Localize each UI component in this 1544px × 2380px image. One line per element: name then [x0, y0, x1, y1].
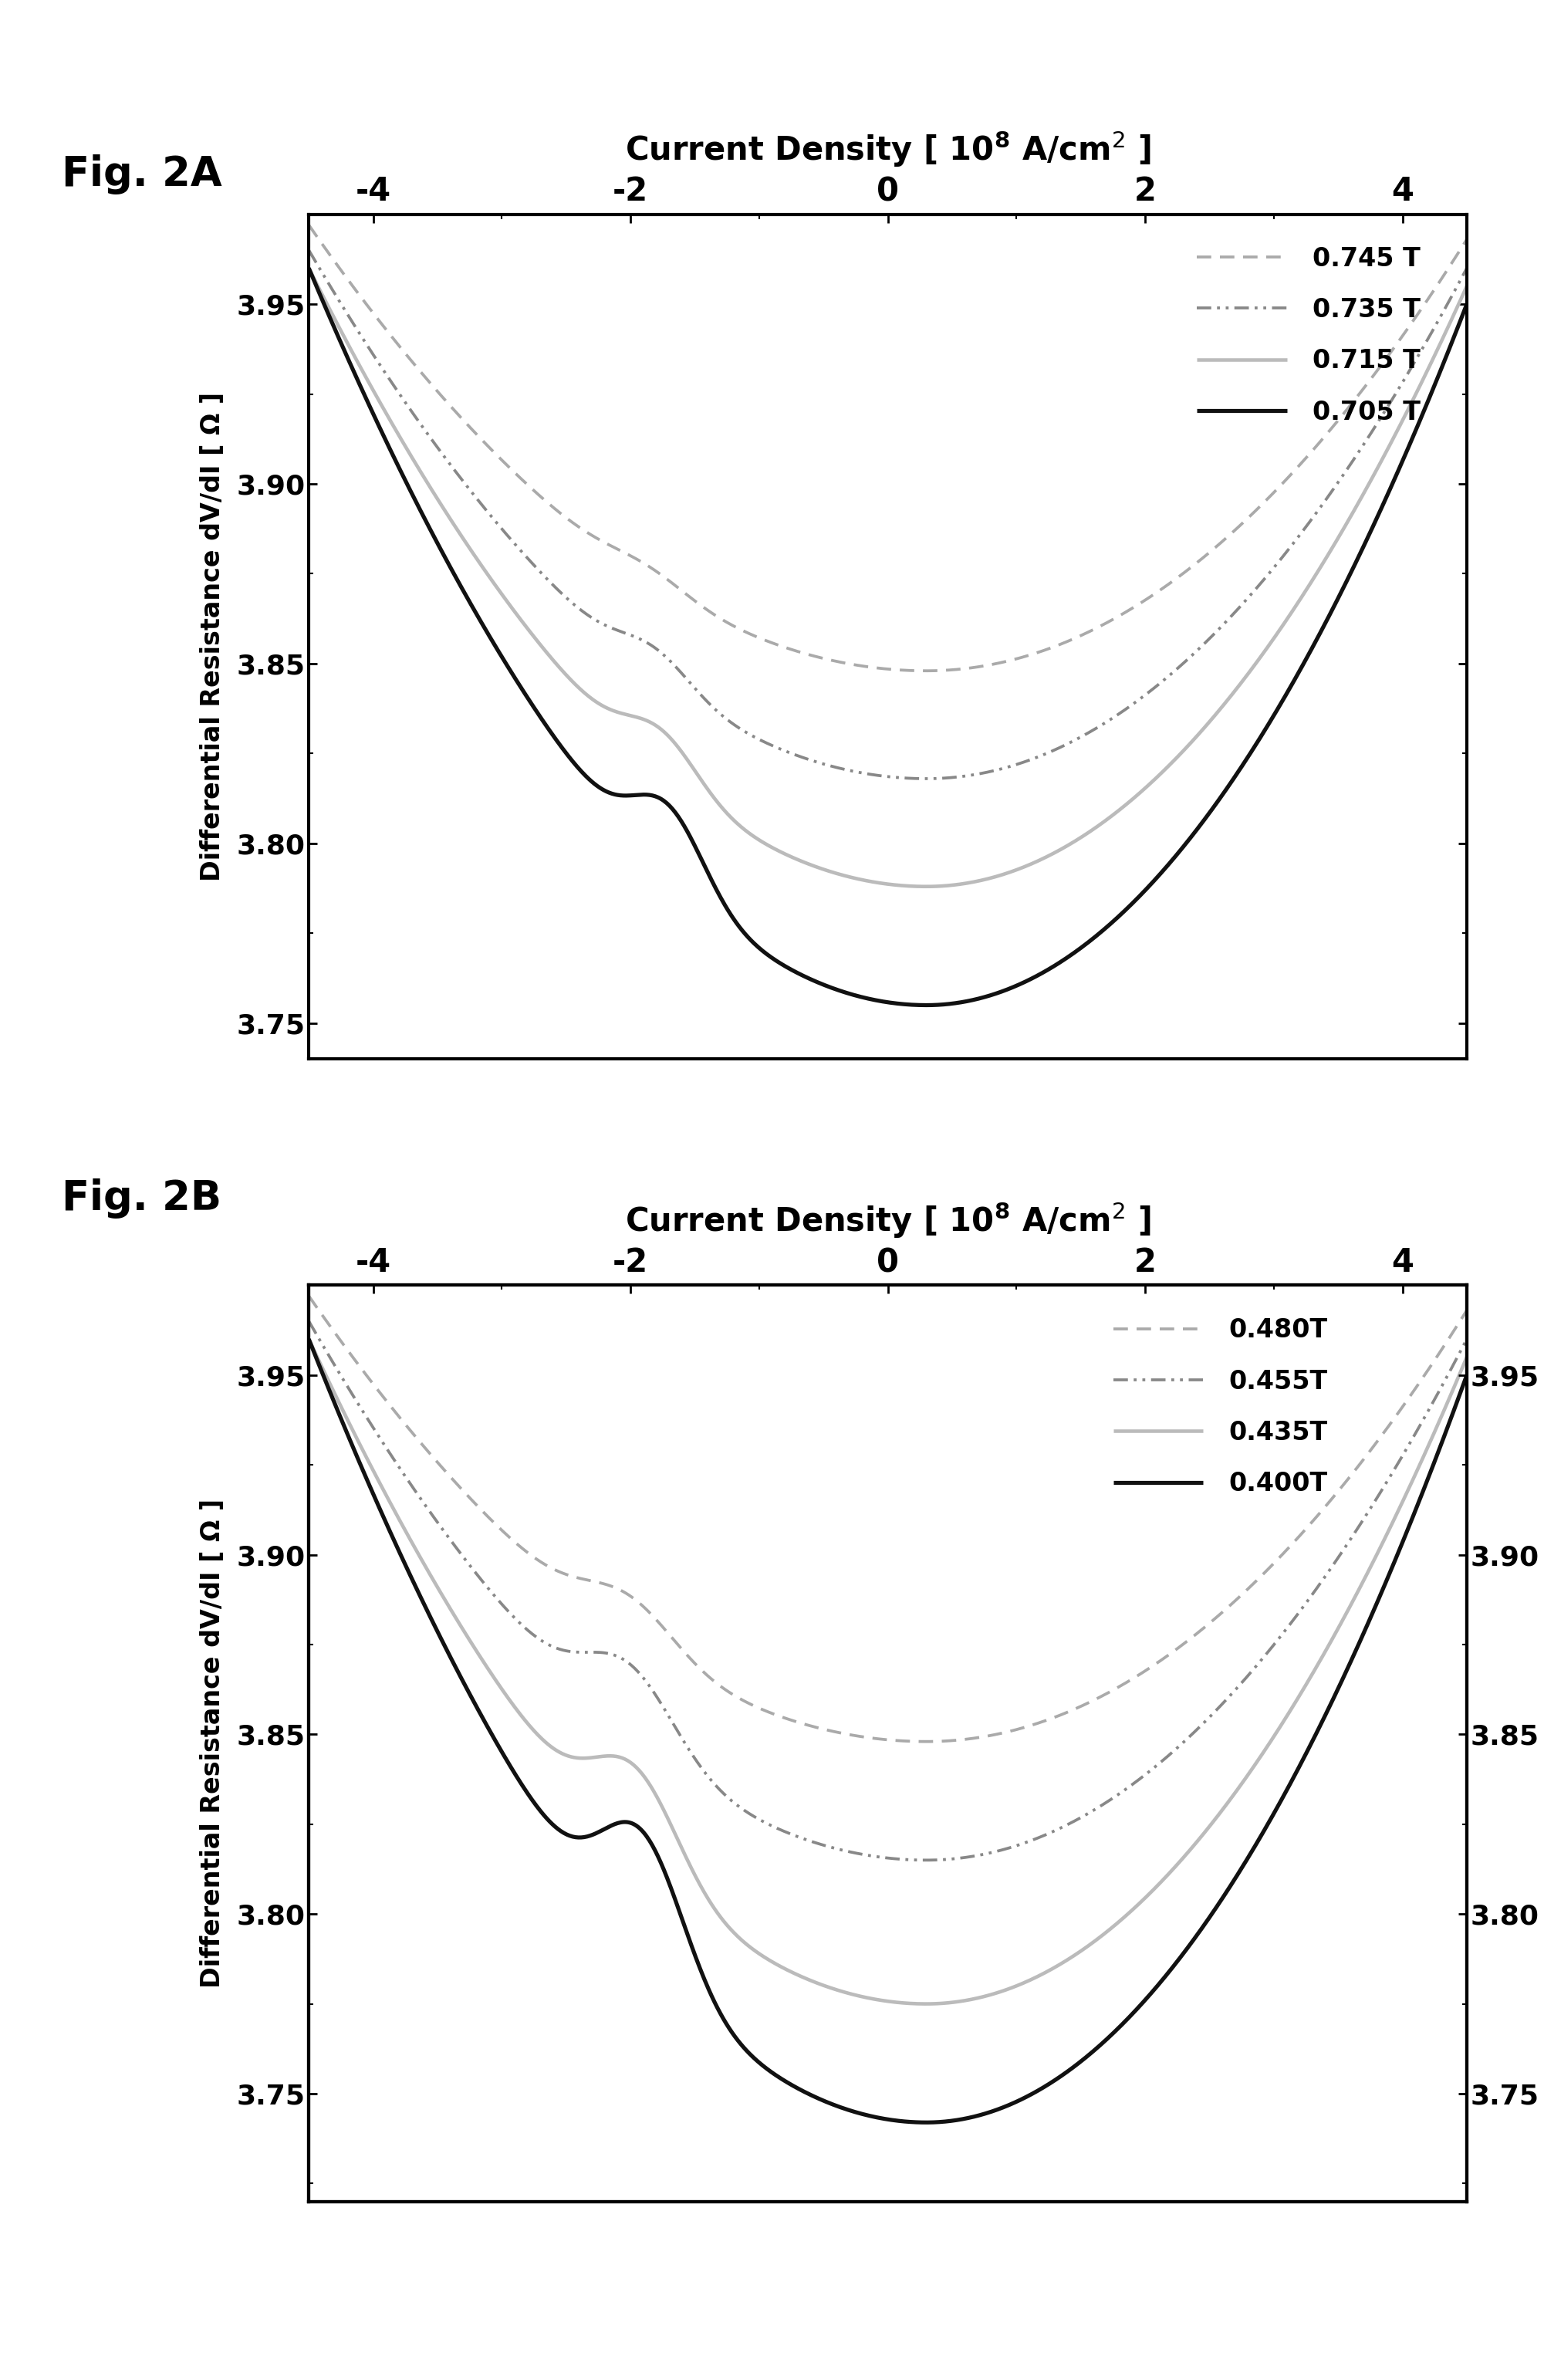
- X-axis label: Current Density [ $\mathbf{10^8}$ A/cm$^2$ ]: Current Density [ $\mathbf{10^8}$ A/cm$^…: [625, 129, 1150, 169]
- Y-axis label: Differential Resistance dV/dI [ Ω ]: Differential Resistance dV/dI [ Ω ]: [201, 1499, 225, 1987]
- Text: Fig. 2A: Fig. 2A: [62, 155, 222, 195]
- Y-axis label: Differential Resistance dV/dI [ Ω ]: Differential Resistance dV/dI [ Ω ]: [201, 393, 225, 881]
- Text: Fig. 2B: Fig. 2B: [62, 1178, 222, 1219]
- Legend: 0.745 T, 0.735 T, 0.715 T, 0.705 T: 0.745 T, 0.735 T, 0.715 T, 0.705 T: [1186, 236, 1431, 436]
- Legend: 0.480T, 0.455T, 0.435T, 0.400T: 0.480T, 0.455T, 0.435T, 0.400T: [1102, 1307, 1339, 1507]
- X-axis label: Current Density [ $\mathbf{10^8}$ A/cm$^2$ ]: Current Density [ $\mathbf{10^8}$ A/cm$^…: [625, 1200, 1150, 1240]
